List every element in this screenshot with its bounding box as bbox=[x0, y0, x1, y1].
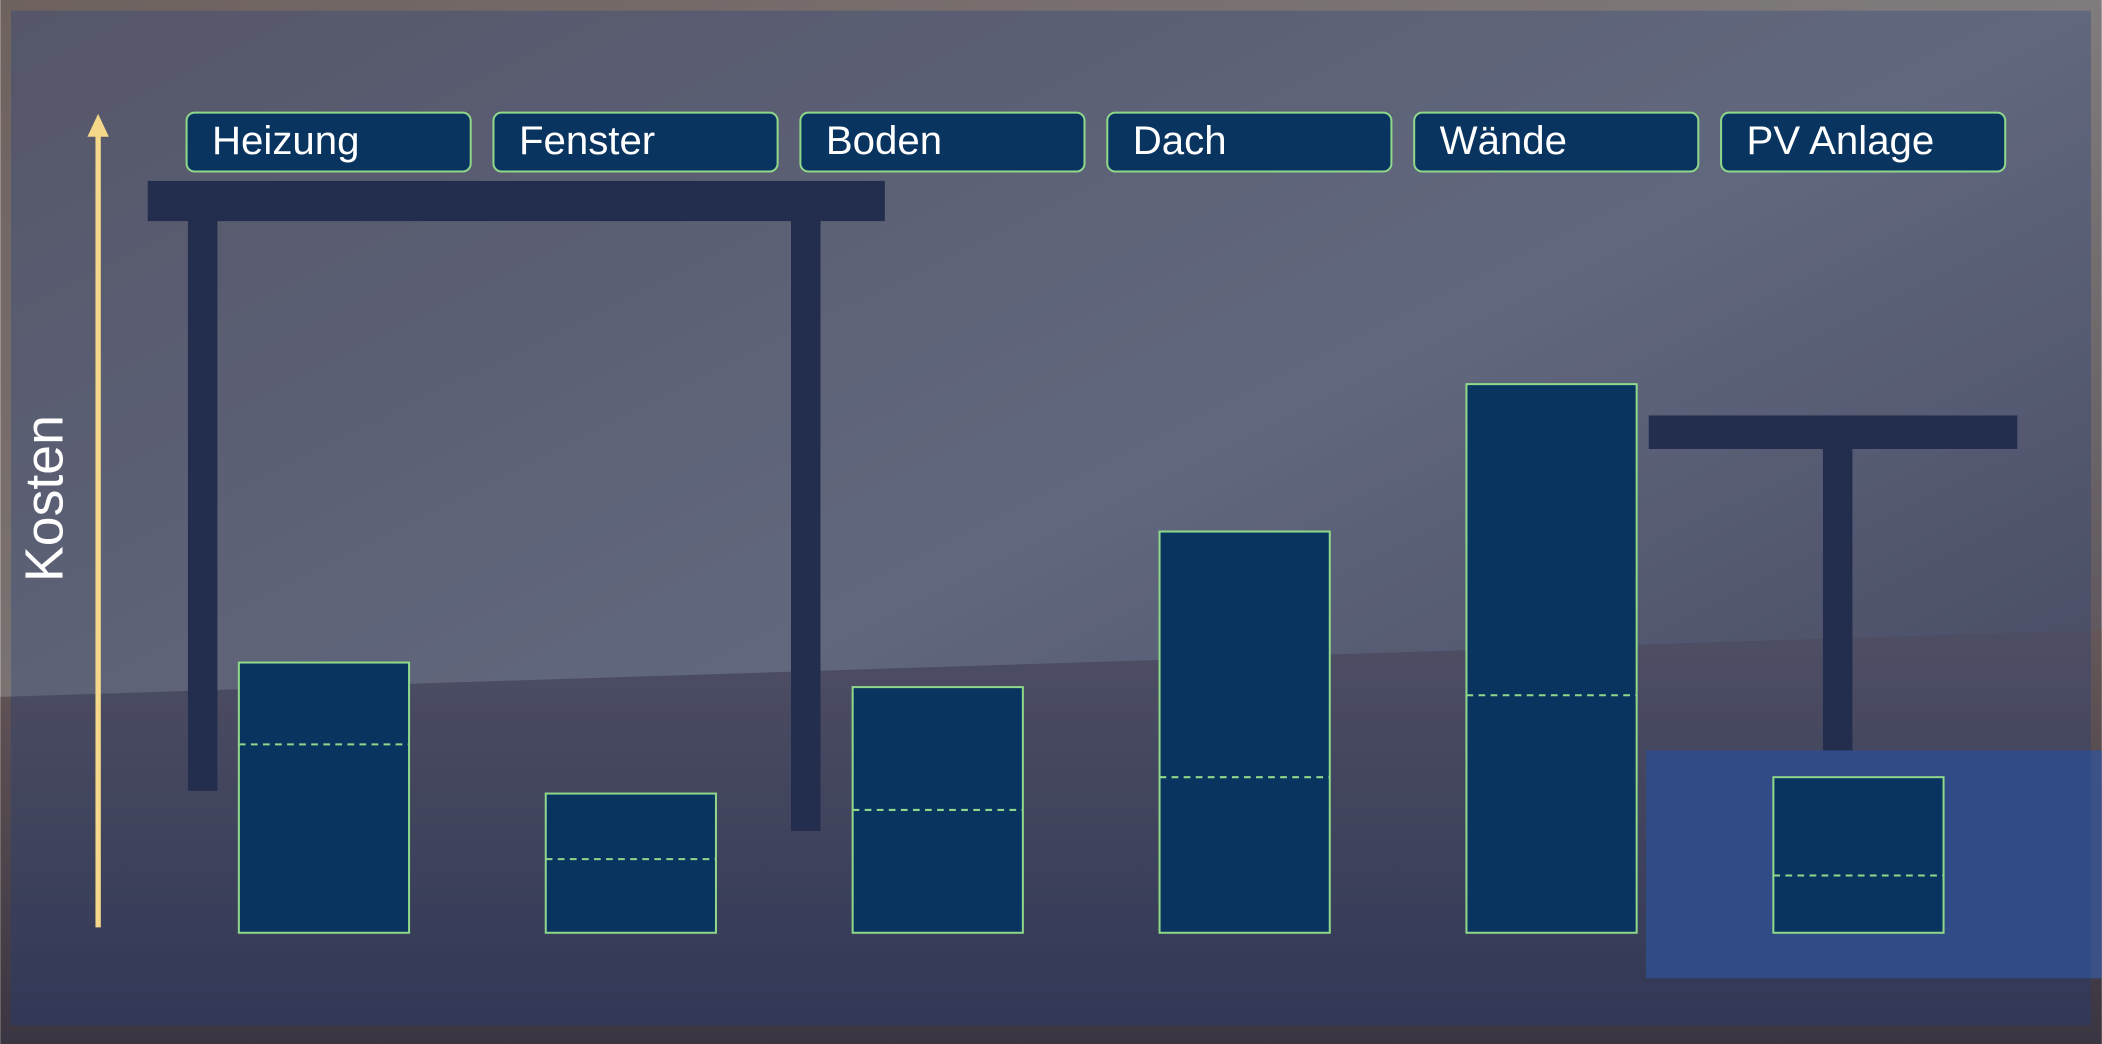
category-label: Fenster bbox=[519, 118, 655, 163]
category-tab bbox=[1413, 111, 1700, 173]
category-label: Dach bbox=[1133, 118, 1227, 163]
category-label: PV Anlage bbox=[1747, 118, 1935, 163]
category-label: Boden bbox=[826, 118, 942, 163]
bar bbox=[237, 661, 411, 934]
category-tab bbox=[1106, 111, 1393, 173]
bar bbox=[1465, 383, 1638, 934]
category-tab bbox=[185, 111, 472, 173]
category-tab bbox=[799, 111, 1086, 173]
bar bbox=[1772, 776, 1945, 934]
y-axis-arrowhead bbox=[87, 113, 109, 137]
category-tab bbox=[1720, 111, 2007, 173]
category-tab bbox=[492, 111, 779, 173]
bar bbox=[544, 792, 717, 934]
category-label: Wände bbox=[1440, 118, 1567, 163]
bar bbox=[1158, 530, 1331, 934]
y-axis-label: Kosten bbox=[15, 415, 75, 582]
category-label: Heizung bbox=[212, 118, 359, 163]
